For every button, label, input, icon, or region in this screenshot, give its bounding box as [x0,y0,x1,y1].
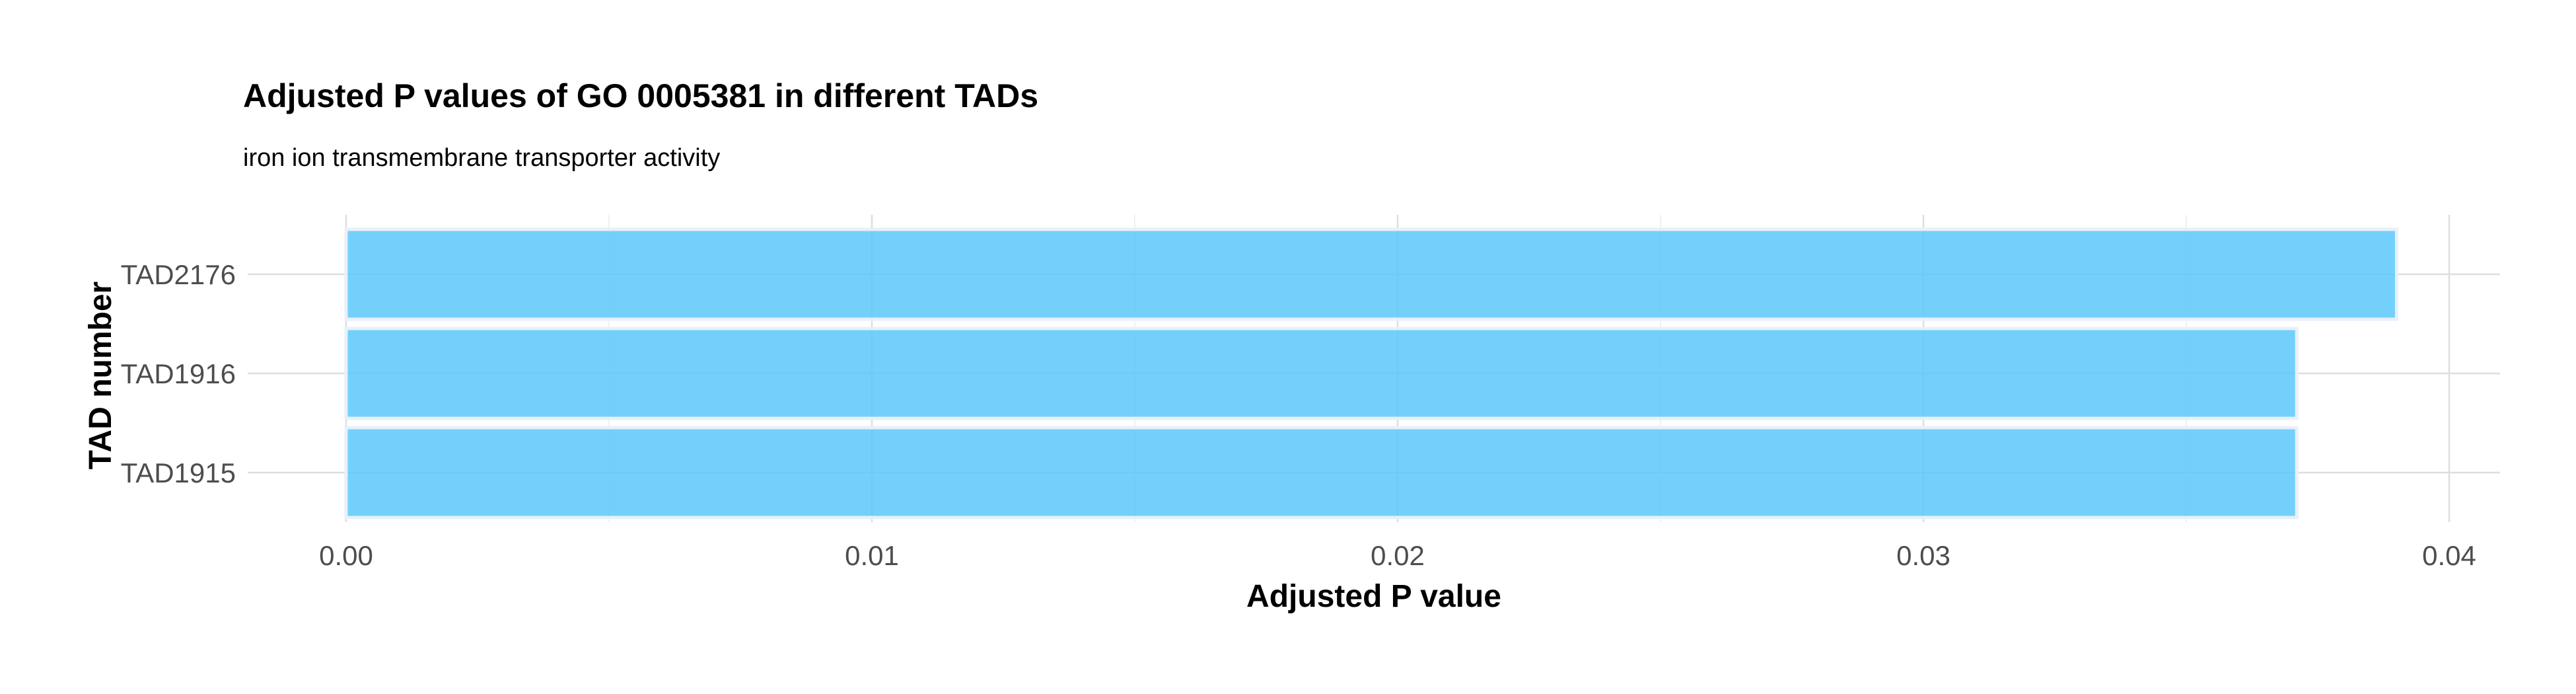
bar-TAD1915 [344,426,2299,520]
x-tick-label: 0.03 [1896,540,1950,571]
y-axis-title: TAD number [83,282,118,469]
bars [344,227,2398,520]
y-tick-label: TAD2176 [121,259,236,290]
bar-TAD1916 [344,327,2299,420]
bar-TAD2176 [344,227,2398,321]
x-tick-label: 0.02 [1371,540,1425,571]
x-axis-title: Adjusted P value [1246,579,1501,614]
chart-subtitle: iron ion transmembrane transporter activ… [243,144,720,172]
y-tick-labels: TAD2176 TAD1916 TAD1915 [121,259,236,488]
y-tick-label: TAD1915 [121,457,236,488]
y-tick-label: TAD1916 [121,358,236,389]
x-tick-labels: 0.00 0.01 0.02 0.03 0.04 [319,540,2476,571]
x-tick-label: 0.01 [845,540,899,571]
chart-title: Adjusted P values of GO 0005381 in diffe… [243,77,1038,114]
x-tick-label: 0.00 [319,540,373,571]
x-tick-label: 0.04 [2422,540,2476,571]
